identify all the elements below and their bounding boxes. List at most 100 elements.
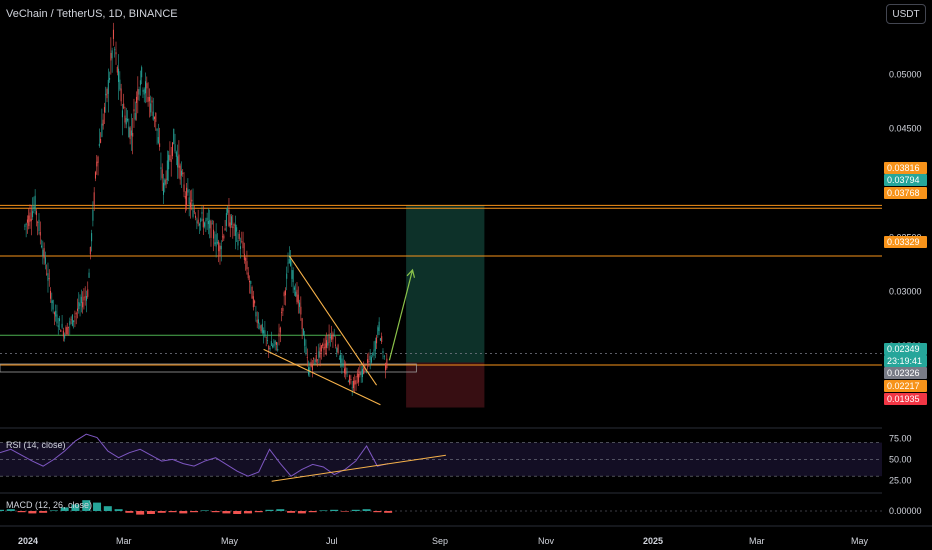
candle-body [169, 155, 171, 161]
candle-body [134, 112, 136, 120]
macd-bar [287, 511, 296, 513]
candle-body [297, 294, 299, 304]
trendline [263, 348, 381, 406]
candle-body [34, 195, 36, 211]
candle-body [196, 221, 198, 223]
position-loss-zone [406, 362, 485, 408]
candle-body [310, 361, 312, 367]
candle-body [245, 258, 247, 261]
candle-body [106, 88, 108, 99]
candle-body [385, 363, 387, 371]
candle-body [180, 170, 182, 176]
rsi-label[interactable]: RSI (14, close) [6, 440, 66, 450]
candle-body [93, 192, 95, 205]
candle-body [143, 89, 145, 95]
macd-bar [362, 509, 371, 511]
candle-body [132, 132, 134, 137]
candle-body [225, 213, 227, 226]
price-tag [884, 393, 927, 405]
candle-body [372, 353, 374, 355]
candle-body [279, 327, 281, 333]
candle-body [331, 335, 333, 340]
price-tag [884, 187, 927, 199]
candle-body [250, 280, 252, 284]
currency-selector[interactable]: USDT [886, 4, 926, 24]
candle-body [35, 211, 37, 216]
candle-body [240, 246, 242, 249]
candle-body [215, 234, 217, 247]
candle-body [37, 221, 39, 223]
price-tag-label: 0.02217 [887, 381, 920, 391]
candle-body [154, 116, 156, 120]
candle-body [107, 79, 109, 94]
candle-body [314, 359, 316, 365]
candle-body [62, 330, 64, 337]
candle-body [189, 202, 191, 208]
macd-bar [222, 511, 231, 514]
candle-body [334, 344, 336, 346]
price-tag [884, 355, 927, 367]
candle-body [26, 219, 28, 223]
candle-body [241, 240, 243, 242]
x-tick-label: Nov [538, 536, 555, 546]
candle-body [157, 137, 159, 143]
candle-body [229, 222, 231, 228]
price-tag [884, 236, 927, 248]
candle-body [260, 324, 262, 332]
candle-body [177, 156, 179, 168]
price-tag-label: 0.03329 [887, 237, 920, 247]
candle-body [125, 118, 127, 125]
candle-body [51, 300, 53, 304]
candle-body [349, 375, 351, 384]
candle-body [309, 367, 311, 373]
candle-body [73, 320, 75, 323]
candle-body [168, 154, 170, 170]
candle-body [136, 96, 138, 103]
candle-body [336, 348, 338, 352]
candle-body [78, 301, 80, 310]
price-tag-label: 23:19:41 [887, 356, 922, 366]
macd-bar [384, 511, 393, 513]
projection-arrow-head [406, 268, 416, 278]
candle-body [305, 346, 307, 353]
candle-body [301, 318, 303, 330]
candle-body [44, 257, 46, 264]
macd-label[interactable]: MACD (12, 26, close) [6, 500, 93, 510]
candle-body [311, 365, 313, 370]
candle-body [188, 197, 190, 205]
candle-body [24, 225, 26, 227]
symbol-title[interactable]: VeChain / TetherUS, 1D, BINANCE [6, 8, 178, 20]
candle-body [369, 355, 371, 361]
x-tick-label: 2024 [18, 536, 38, 546]
candle-body [320, 345, 322, 352]
candle-body [69, 321, 71, 325]
candle-body [337, 344, 339, 354]
candle-body [257, 319, 259, 324]
candle-body [373, 349, 375, 357]
candle-body [333, 334, 335, 337]
candle-body [374, 340, 376, 351]
candle-body [88, 272, 90, 278]
candle-body [55, 310, 57, 317]
macd-bar [254, 511, 263, 513]
candle-body [287, 262, 289, 264]
candle-body [347, 381, 349, 383]
candle-body [192, 203, 194, 217]
candle-body [346, 371, 348, 373]
candle-body [356, 373, 358, 378]
candle-body [222, 236, 224, 238]
candle-body [121, 110, 123, 118]
candle-body [98, 143, 100, 146]
rsi-line [0, 433, 389, 477]
position-profit-zone [406, 205, 485, 363]
macd-bar [82, 500, 91, 511]
candle-body [71, 314, 73, 326]
price-tag [884, 380, 927, 392]
candle-body [254, 300, 256, 304]
price-tag [884, 367, 927, 379]
candle-body [220, 246, 222, 250]
candle-body [270, 341, 272, 346]
candle-body [103, 107, 105, 113]
candle-body [295, 291, 297, 297]
